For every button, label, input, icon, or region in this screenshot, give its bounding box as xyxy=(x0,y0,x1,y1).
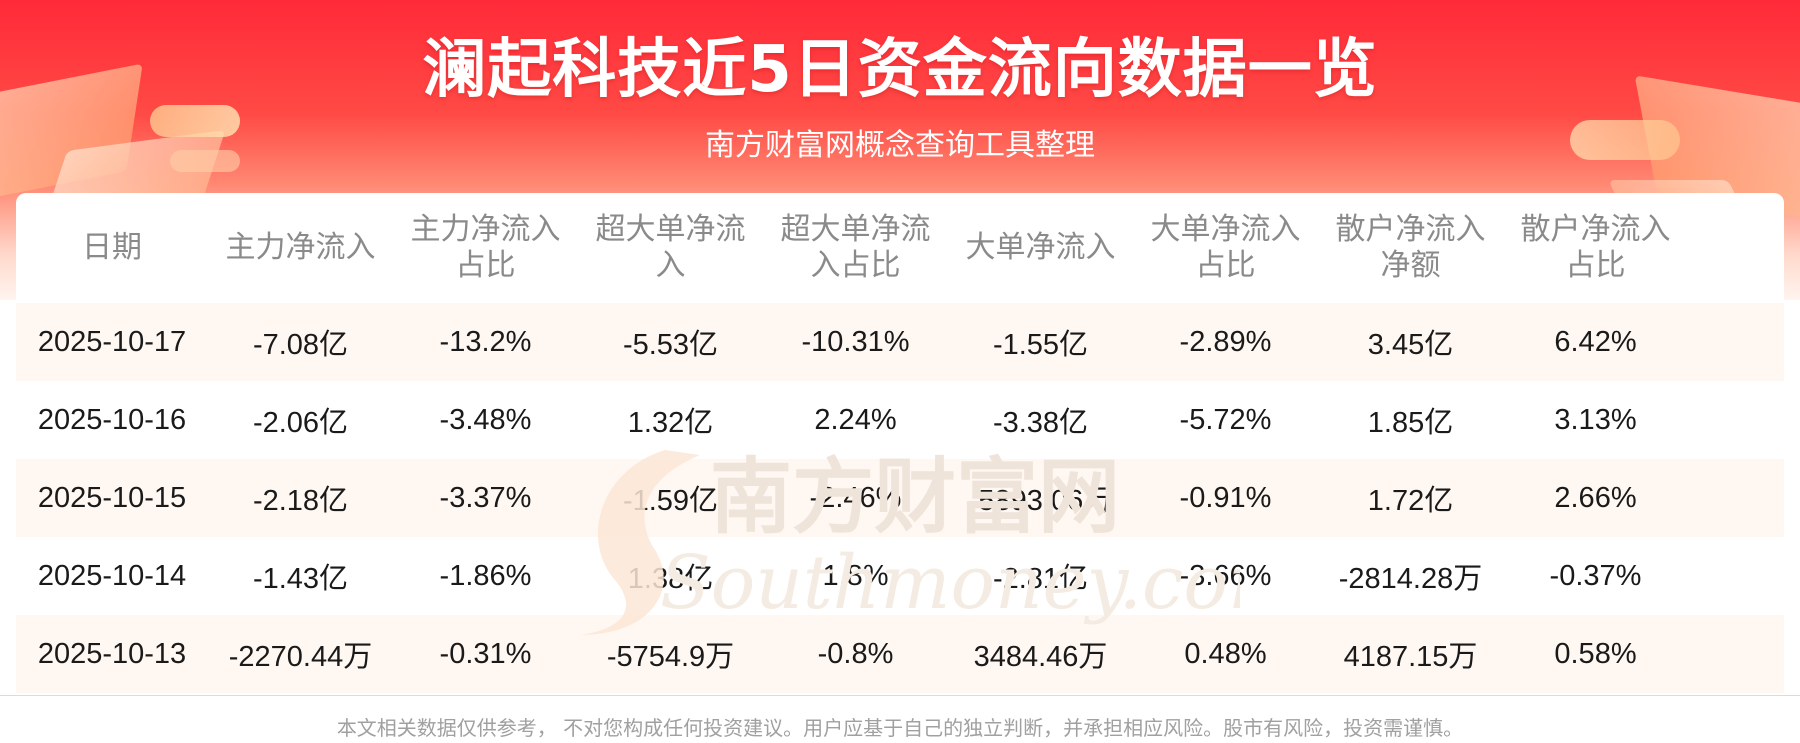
column-header-line: 大单净流入 xyxy=(1150,212,1301,247)
date-cell: 2025-10-14 xyxy=(37,559,187,592)
column-header-line: 大单净流入 xyxy=(965,230,1116,265)
table-cell: -3.66% xyxy=(1179,559,1272,592)
table-cell: -2.81亿 xyxy=(992,563,1089,595)
column-header-line: 占比 xyxy=(1565,248,1626,283)
column-header-line: 超大单净流 xyxy=(780,212,931,247)
table-cell: -0.91% xyxy=(1179,481,1272,514)
table-cell: -5893.06万 xyxy=(968,485,1113,517)
table-row: 2025-10-15 -2.18亿 -3.37% -1.59亿 -2.46% -5893.… xyxy=(16,459,1784,537)
table-cell: 3484.46万 xyxy=(973,641,1108,673)
column-header-line: 散户净流入 xyxy=(1520,212,1671,247)
decorative-shape xyxy=(150,105,240,137)
table-cell: 1.8% xyxy=(822,559,889,592)
date-cell: 2025-10-15 xyxy=(37,481,187,514)
column-header: 超大单净流 入占比 xyxy=(763,212,948,284)
date-cell: 2025-10-16 xyxy=(37,403,187,436)
table-cell: -7.08亿 xyxy=(252,329,349,361)
page-title: 澜起科技近5日资金流向数据一览 xyxy=(422,33,1378,107)
column-header: 散户净流入 占比 xyxy=(1503,212,1688,284)
table-row: 2025-10-16 -2.06亿 -3.48% 1.32亿 2.24% -3.38亿 -5… xyxy=(16,381,1784,459)
column-header-line: 净额 xyxy=(1380,248,1441,283)
table-cell: 0.48% xyxy=(1184,637,1267,670)
table-cell: -10.31% xyxy=(801,325,910,358)
column-header: 大单净流入 占比 xyxy=(1133,212,1318,284)
column-header-line: 入 xyxy=(655,248,686,283)
table-cell: -5754.9万 xyxy=(606,641,735,673)
table-row: 2025-10-14 -1.43亿 -1.86% 1.38亿 1.8% -2.81亿 -3.… xyxy=(16,537,1784,615)
column-header-line: 超大单净流 xyxy=(595,212,746,247)
table-cell: -2270.44万 xyxy=(228,641,373,673)
column-header: 超大单净流入 xyxy=(578,212,763,284)
decorative-shape xyxy=(170,150,240,172)
table-cell: -2.89% xyxy=(1179,325,1272,358)
data-table: 日期 主力净流入 主力净流入 占比 超大单净流入超大单净流 入占比 大单净流入 大单净流入 占比… xyxy=(16,193,1784,695)
table-cell: 1.85亿 xyxy=(1367,407,1454,439)
table-cell: -1.55亿 xyxy=(992,329,1089,361)
table-cell: 2.24% xyxy=(814,403,897,436)
table-cell: -2.46% xyxy=(809,481,902,514)
table-cell: -2.18亿 xyxy=(252,485,349,517)
table-cell: 3.45亿 xyxy=(1367,329,1454,361)
table-cell: 4187.15万 xyxy=(1343,641,1478,673)
table-cell: 1.38亿 xyxy=(627,563,714,595)
disclaimer-text: 本文相关数据仅供参考， 不对您构成任何投资建议。用户应基于自己的独立判断，并承担… xyxy=(336,716,1464,740)
column-header-line: 占比 xyxy=(455,248,516,283)
table-cell: -5.72% xyxy=(1179,403,1272,436)
column-header: 主力净流入 占比 xyxy=(393,212,578,284)
table-cell: -1.59亿 xyxy=(622,485,719,517)
table-cell: 0.58% xyxy=(1554,637,1637,670)
table-row: 2025-10-17 -7.08亿 -13.2% -5.53亿 -10.31% -1.55… xyxy=(16,303,1784,381)
column-header-line: 主力净流入 xyxy=(410,212,561,247)
table-cell: -3.38亿 xyxy=(992,407,1089,439)
table-cell: 6.42% xyxy=(1554,325,1637,358)
column-header-line: 主力净流入 xyxy=(225,230,376,265)
table-cell: 1.32亿 xyxy=(627,407,714,439)
table-cell: -0.37% xyxy=(1549,559,1642,592)
table-cell: -2814.28万 xyxy=(1338,563,1483,595)
table-row: 2025-10-13 -2270.44万 -0.31% -5754.9万 -0.8% 34… xyxy=(16,615,1784,693)
decorative-shape xyxy=(1570,120,1680,160)
table-cell: -0.8% xyxy=(817,637,894,670)
table-cell: -0.31% xyxy=(439,637,532,670)
column-header: 散户净流入 净额 xyxy=(1318,212,1503,284)
column-header: 主力净流入 xyxy=(208,230,393,266)
table-header-row: 日期 主力净流入 主力净流入 占比 超大单净流入超大单净流 入占比 大单净流入 大单净流入 占比… xyxy=(16,193,1784,303)
date-cell: 2025-10-17 xyxy=(37,325,187,358)
column-header: 大单净流入 xyxy=(948,230,1133,266)
table-cell: -2.06亿 xyxy=(252,407,349,439)
table-cell: -3.37% xyxy=(439,481,532,514)
date-cell: 2025-10-13 xyxy=(37,637,187,670)
column-header-line: 日期 xyxy=(82,230,142,265)
table-cell: -13.2% xyxy=(439,325,532,358)
footer-divider xyxy=(0,695,1800,696)
table-cell: -3.48% xyxy=(439,403,532,436)
table-cell: -1.43亿 xyxy=(252,563,349,595)
table-cell: 3.13% xyxy=(1554,403,1637,436)
table-cell: 1.72亿 xyxy=(1367,485,1454,517)
page-subtitle: 南方财富网概念查询工具整理 xyxy=(705,128,1095,163)
column-header-line: 入占比 xyxy=(810,248,901,283)
column-header-line: 散户净流入 xyxy=(1335,212,1486,247)
column-header-line: 占比 xyxy=(1195,248,1256,283)
column-header: 日期 xyxy=(16,230,208,266)
table-cell: -5.53亿 xyxy=(622,329,719,361)
table-cell: -1.86% xyxy=(439,559,532,592)
table-cell: 2.66% xyxy=(1554,481,1637,514)
